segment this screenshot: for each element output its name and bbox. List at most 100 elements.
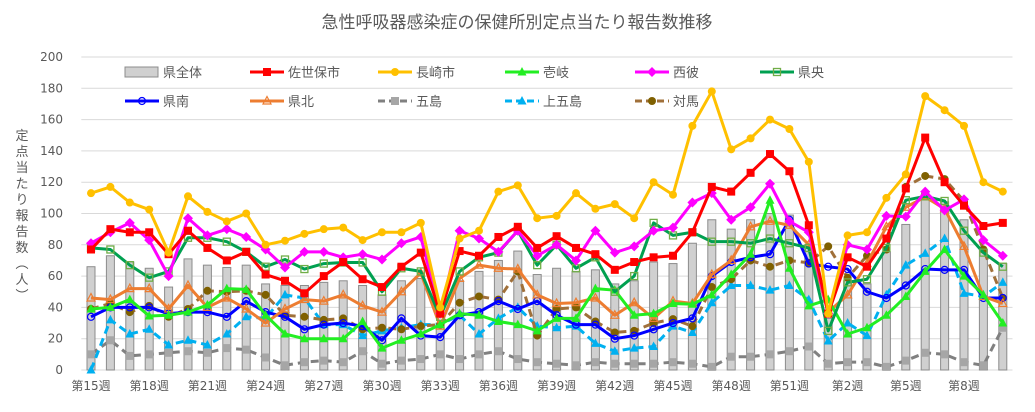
data-point <box>804 300 814 310</box>
data-point <box>202 230 213 241</box>
data-point <box>648 225 659 236</box>
bar <box>222 266 232 371</box>
data-point <box>940 350 949 359</box>
data-point <box>901 291 911 300</box>
data-point <box>842 289 853 299</box>
data-point <box>125 303 134 312</box>
data-point <box>881 210 892 221</box>
data-point <box>357 249 368 260</box>
data-point <box>940 233 950 243</box>
data-point <box>494 232 503 241</box>
data-point <box>260 317 271 327</box>
legend-item: 県全体 <box>124 65 202 81</box>
data-point <box>493 316 503 325</box>
data-point <box>377 343 387 352</box>
data-point <box>688 359 697 368</box>
data-point <box>455 298 464 307</box>
data-point <box>164 248 173 257</box>
series-line <box>90 198 1005 350</box>
data-point <box>125 329 135 338</box>
bar <box>435 322 445 371</box>
data-point <box>785 347 794 356</box>
data-point <box>300 289 309 298</box>
series-2 <box>87 87 1007 318</box>
data-point <box>280 289 290 299</box>
data-point <box>978 289 988 299</box>
data-point <box>979 248 988 257</box>
legend-label: 壱岐 <box>543 66 569 81</box>
x-axis-ticks: 第15週 第18週 第21週 第24週 第27週 第30週 第33週 第36週 第39週 第42週… <box>71 379 979 393</box>
data-point <box>766 115 774 124</box>
data-point <box>300 264 309 274</box>
data-point <box>436 303 445 312</box>
data-point <box>882 293 891 303</box>
data-point <box>203 348 212 357</box>
data-point <box>281 276 289 285</box>
data-point <box>125 294 135 304</box>
x-tick-label: 第24週 <box>246 379 285 393</box>
data-point <box>707 182 716 191</box>
legend-item: 県北 <box>250 95 314 110</box>
data-point <box>358 330 368 340</box>
data-point <box>727 187 736 196</box>
bar <box>202 264 212 371</box>
data-point <box>183 213 193 224</box>
x-tick-label: 第36週 <box>479 379 518 393</box>
data-point <box>998 323 1007 332</box>
legend-item: 壱岐 <box>505 66 569 81</box>
data-point <box>242 247 251 256</box>
data-point <box>707 283 716 292</box>
data-point <box>105 314 115 324</box>
data-point <box>940 178 949 187</box>
data-point <box>804 157 813 166</box>
data-point <box>668 298 678 307</box>
data-point <box>590 283 600 293</box>
data-point <box>572 243 580 252</box>
data-point <box>202 300 212 309</box>
data-point <box>823 336 833 345</box>
data-point <box>358 236 367 245</box>
data-point <box>222 217 231 226</box>
legend-item: 西彼 <box>635 66 699 81</box>
data-point <box>804 342 813 351</box>
data-point <box>475 226 483 235</box>
data-point <box>630 271 639 281</box>
data-point <box>300 325 309 334</box>
data-point <box>649 308 659 318</box>
y-tick-label: 140 <box>40 144 63 158</box>
legend-label: 佐世保市 <box>288 65 340 81</box>
data-point <box>125 198 134 207</box>
data-point <box>532 250 543 261</box>
data-point <box>261 270 270 279</box>
series-line <box>90 218 1003 342</box>
y-tick-label: 80 <box>48 238 63 252</box>
data-point <box>164 339 174 349</box>
data-point <box>920 186 931 197</box>
data-point <box>591 204 600 213</box>
data-point <box>766 350 774 359</box>
data-point <box>221 292 232 302</box>
legend-label: 県北 <box>288 95 314 110</box>
data-point <box>106 336 115 345</box>
data-point <box>668 318 678 328</box>
data-point <box>571 255 581 266</box>
data-point <box>997 250 1008 261</box>
data-point <box>416 218 425 227</box>
data-point <box>378 283 386 292</box>
legend-item: 県南 <box>125 94 189 110</box>
bar <box>920 194 930 371</box>
data-point <box>202 339 212 349</box>
data-point <box>338 333 348 343</box>
data-point <box>396 285 407 296</box>
data-point <box>222 283 232 293</box>
chart-title: 急性呼吸器感染症の保健所別定点当たり報告数推移 <box>322 13 713 33</box>
data-point <box>241 231 252 242</box>
data-point <box>183 307 193 316</box>
bar <box>105 255 115 371</box>
data-point <box>746 249 756 258</box>
data-point <box>940 106 949 115</box>
data-point <box>591 358 600 367</box>
legend-item: 五島 <box>378 95 442 110</box>
data-point <box>145 228 154 237</box>
data-point <box>183 279 193 290</box>
